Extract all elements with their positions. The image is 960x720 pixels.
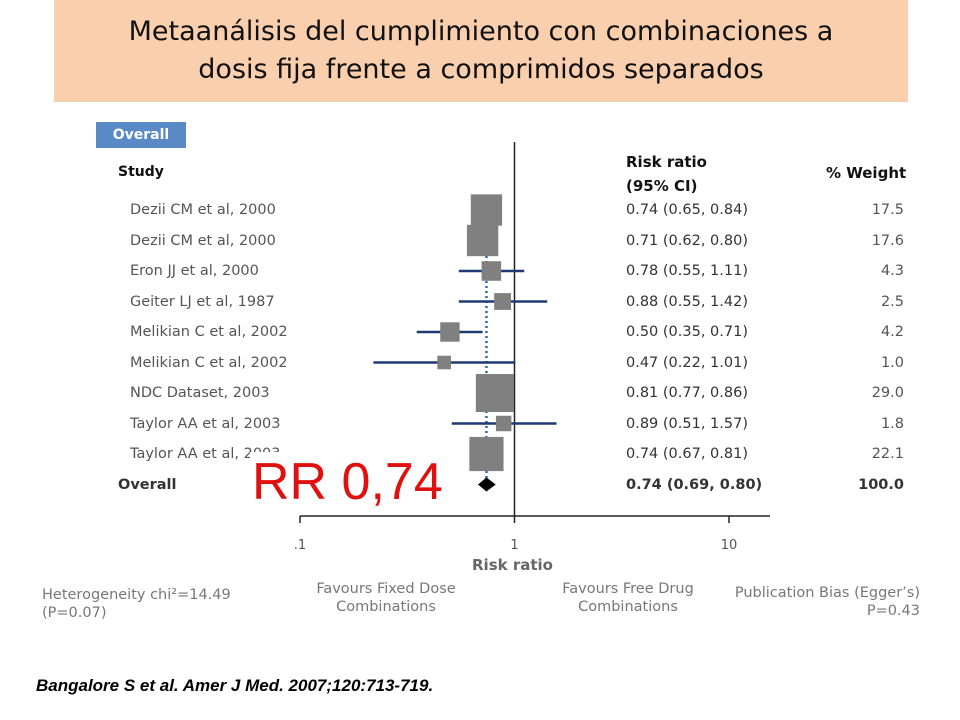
study-risk-ratio: 0.81 (0.77, 0.86) — [626, 385, 748, 401]
favours-left-note: Favours Fixed Dose Combinations — [302, 580, 470, 616]
favours-right-note: Favours Free Drug Combinations — [546, 580, 710, 616]
study-name: Dezii CM et al, 2000 — [130, 232, 276, 249]
study-risk-ratio: 0.47 (0.22, 1.01) — [626, 354, 748, 371]
x-tick-label: 10 — [720, 538, 738, 553]
study-box-8 — [469, 436, 504, 472]
study-risk-ratio: 0.74 (0.67, 0.81) — [626, 446, 748, 462]
risk-ratio-header-line-1: Risk ratio — [626, 153, 707, 171]
favours-right-line-1: Favours Free Drug — [562, 581, 694, 597]
study-risk-ratio: 0.78 (0.55, 1.11) — [626, 263, 748, 279]
overall-risk-ratio: 0.74 (0.69, 0.80) — [626, 476, 763, 493]
study-weight: 17.6 — [871, 232, 904, 249]
study-box-3 — [494, 293, 511, 310]
study-weight: 2.5 — [880, 293, 904, 310]
risk-ratio-header-line-2: (95% CI) — [626, 177, 698, 195]
study-weight: 4.3 — [880, 263, 904, 279]
study-box-7 — [495, 415, 512, 432]
study-name: Melikian C et al, 2002 — [130, 324, 288, 340]
study-name: Melikian C et al, 2002 — [130, 354, 288, 371]
study-weight: 1.8 — [880, 415, 904, 432]
study-name: Dezii CM et al, 2000 — [130, 202, 276, 218]
citation: Bangalore S et al. Amer J Med. 2007;120:… — [36, 676, 434, 695]
publication-bias-line-1: Publication Bias (Egger’s) — [734, 585, 920, 601]
title-line-2: dosis fija frente a comprimidos separado… — [198, 54, 764, 85]
study-box-1 — [466, 224, 499, 257]
study-weight: 4.2 — [880, 324, 904, 340]
favours-left-line-2: Combinations — [336, 599, 436, 615]
study-name: Eron JJ et al, 2000 — [130, 263, 259, 279]
study-risk-ratio: 0.74 (0.65, 0.84) — [626, 202, 748, 218]
study-box-6 — [475, 374, 514, 412]
title-banner: Metaanálisis del cumplimiento con combin… — [54, 0, 908, 102]
overall-label: Overall — [118, 476, 177, 493]
study-weight: 17.5 — [871, 202, 904, 218]
study-risk-ratio: 0.50 (0.35, 0.71) — [626, 324, 748, 340]
study-name: Taylor AA et al, 2003 — [130, 446, 281, 462]
study-weight: 29.0 — [871, 385, 904, 401]
study-risk-ratio: 0.89 (0.51, 1.57) — [626, 415, 748, 432]
study-risk-ratio: 0.71 (0.62, 0.80) — [626, 232, 748, 249]
publication-bias-line-2: P=0.43 — [866, 603, 920, 619]
study-box-4 — [440, 322, 460, 342]
overall-diamond — [477, 477, 496, 492]
study-box-5 — [437, 355, 451, 370]
study-risk-ratio: 0.88 (0.55, 1.42) — [626, 293, 748, 310]
rr-callout: RR 0,74 — [250, 452, 445, 512]
study-box-2 — [481, 261, 502, 281]
x-tick-label: 1 — [510, 538, 519, 553]
title-line-1: Metaanálisis del cumplimiento con combin… — [128, 16, 834, 47]
weight-header: % Weight — [826, 164, 907, 182]
study-name: NDC Dataset, 2003 — [130, 385, 270, 401]
publication-bias-note: Publication Bias (Egger’s) P=0.43 — [735, 584, 920, 620]
heterogeneity-note: Heterogeneity chi²=14.49 (P=0.07) — [42, 586, 231, 622]
risk-ratio-header: Risk ratio (95% CI) — [626, 150, 707, 198]
study-weight: 1.0 — [880, 354, 904, 371]
study-weight: 22.1 — [871, 446, 904, 462]
study-box-0 — [470, 194, 503, 226]
overall-weight: 100.0 — [858, 476, 904, 493]
overall-badge: Overall — [96, 122, 186, 148]
x-tick-label: .1 — [293, 538, 307, 553]
study-header: Study — [118, 164, 164, 180]
favours-left-line-1: Favours Fixed Dose — [316, 581, 456, 597]
heterogeneity-line-2: (P=0.07) — [42, 605, 107, 621]
favours-right-line-2: Combinations — [578, 599, 678, 615]
study-name: Taylor AA et al, 2003 — [130, 415, 281, 432]
heterogeneity-line-1: Heterogeneity chi²=14.49 — [42, 587, 231, 603]
study-name: Geiter LJ et al, 1987 — [130, 293, 275, 310]
x-axis-label: Risk ratio — [472, 556, 553, 574]
